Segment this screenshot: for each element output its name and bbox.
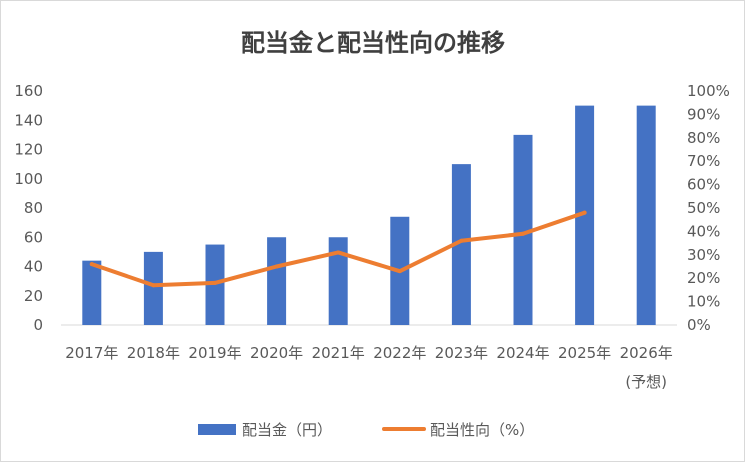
bar [267, 237, 287, 325]
y-left-tick-label: 20 [24, 287, 43, 305]
bar-series [82, 105, 656, 325]
y-right-tick-label: 30% [687, 246, 720, 264]
y-right-tick-label: 50% [687, 199, 720, 217]
x-tick-label: 2025年 [558, 344, 611, 362]
y-right-tick-label: 70% [687, 152, 720, 170]
bar [575, 105, 595, 325]
y-left-tick-label: 60 [24, 228, 43, 246]
bar [82, 260, 102, 325]
x-tick-label: 2024年 [496, 344, 549, 362]
legend-bar-label: 配当金（円） [242, 421, 332, 439]
y-left-tick-label: 120 [14, 141, 43, 159]
line-point [89, 262, 94, 267]
legend: 配当金（円） 配当性向（%） [198, 421, 534, 439]
x-tick-label: 2023年 [435, 344, 488, 362]
x-tick-label: 2017年 [65, 344, 118, 362]
y-left-tick-label: 100 [14, 170, 43, 188]
x-tick-label: 2020年 [250, 344, 303, 362]
y-right-tick-label: 100% [687, 82, 730, 100]
line-point [521, 231, 525, 236]
bar [636, 105, 656, 325]
chart-title: 配当金と配当性向の推移 [241, 29, 505, 57]
bar [451, 164, 471, 325]
y-right-tick-label: 40% [687, 222, 720, 240]
bar [513, 134, 533, 325]
x-tick-sublabel: (予想) [625, 373, 667, 391]
right-axis: 0% 10% 20% 30% 40% 50% 60% 70% 80% 90% 100% [687, 82, 730, 334]
line-point [582, 210, 587, 215]
x-tick-label: 2022年 [373, 344, 426, 362]
y-right-tick-label: 10% [687, 293, 720, 311]
y-left-tick-label: 0 [33, 316, 43, 334]
line-point [336, 250, 341, 255]
line-series [89, 210, 587, 288]
y-right-tick-label: 0% [687, 316, 711, 334]
line-point [459, 238, 464, 243]
x-tick-label: 2021年 [312, 344, 365, 362]
left-axis: 0 20 40 60 80 100 120 140 160 [14, 82, 43, 334]
x-tick-label: 2019年 [188, 344, 241, 362]
y-left-tick-label: 140 [14, 111, 43, 129]
y-right-tick-label: 80% [687, 129, 720, 147]
y-left-tick-label: 160 [14, 82, 43, 100]
x-tick-label: 2018年 [127, 344, 180, 362]
bar [328, 237, 348, 325]
line-point [397, 269, 402, 274]
y-left-tick-label: 40 [24, 258, 43, 276]
line-point [213, 280, 217, 285]
y-left-tick-label: 80 [24, 199, 43, 217]
legend-bar-swatch [198, 424, 236, 435]
legend-line-label: 配当性向（%） [430, 421, 534, 439]
y-right-tick-label: 20% [687, 269, 720, 287]
line-point [151, 283, 156, 288]
x-axis: 2017年 2018年 2019年 2020年 2021年 2022年 2023年 2024年… [65, 344, 673, 391]
y-right-tick-label: 60% [687, 176, 720, 194]
bar [143, 251, 163, 325]
y-right-tick-label: 90% [687, 105, 720, 123]
x-tick-label: 2026年 [620, 344, 673, 362]
line-point [274, 264, 279, 269]
